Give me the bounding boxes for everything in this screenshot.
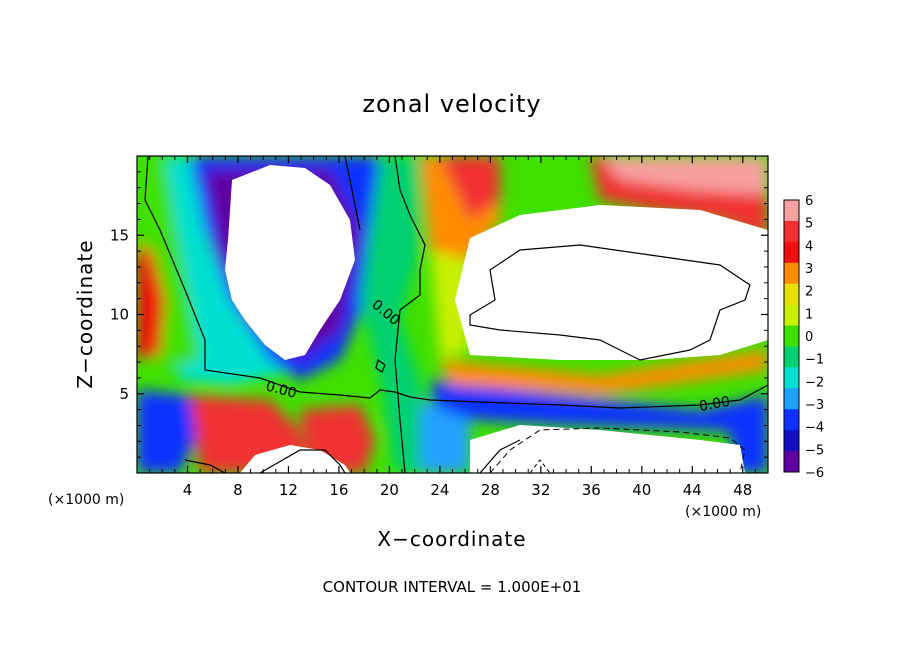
colorbar-label: 2	[805, 285, 813, 300]
x-tick-label: 40	[632, 481, 651, 499]
colorbar-label: 4	[805, 239, 813, 254]
x-axis-label: X−coordinate	[377, 527, 526, 551]
x-tick-label: 48	[733, 481, 752, 499]
y-tick-label: 15	[110, 226, 129, 244]
colorbar-swatch	[784, 430, 799, 452]
x-tick-label: 12	[279, 481, 298, 499]
x-tick-label: 16	[329, 481, 348, 499]
colorbar-label: −3	[805, 398, 824, 413]
x-axis: 4 8 12 16 20 24 28 32 36 40 44 48	[149, 156, 756, 499]
colorbar-swatch	[784, 367, 799, 389]
colorbar-swatch	[784, 388, 799, 410]
colorbar: 6 5 4 3 2 1 0 −1 −2 −3 −4 −5 −6	[783, 194, 824, 481]
x-tick-label: 24	[430, 481, 449, 499]
colorbar-swatch	[784, 325, 799, 347]
x-tick-label: 36	[582, 481, 601, 499]
y-axis-label: Z−coordinate	[73, 239, 97, 388]
colorbar-swatch	[784, 451, 799, 473]
chart-title: zonal velocity	[362, 90, 541, 118]
colorbar-label: 6	[805, 194, 813, 209]
white-region-lower-left	[240, 445, 350, 473]
colorbar-label: 5	[805, 217, 813, 232]
white-region-upper-left	[225, 165, 355, 360]
colorbar-swatch	[784, 262, 799, 285]
white-region-right	[455, 205, 768, 360]
velocity-field	[137, 156, 768, 473]
y-axis: 5 10 15	[110, 171, 768, 458]
x-tick-label: 4	[183, 481, 193, 499]
colorbar-swatch	[784, 304, 799, 327]
x-tick-label: 20	[380, 481, 399, 499]
colorbar-swatch	[784, 346, 799, 368]
colorbar-label: 1	[805, 307, 813, 322]
x-unit-right: (×1000 m)	[685, 504, 761, 520]
colorbar-swatch	[784, 220, 799, 243]
colorbar-frame	[783, 199, 800, 473]
colorbar-label: 3	[805, 262, 813, 277]
x-unit-left: (×1000 m)	[48, 492, 124, 508]
colorbar-swatch	[784, 241, 799, 264]
contour-label-3: 0.00	[698, 394, 731, 415]
x-tick-label: 28	[481, 481, 500, 499]
contour-label-1: 0.00	[264, 378, 298, 402]
colorbar-label: −5	[805, 443, 824, 458]
x-tick-label: 8	[233, 481, 243, 499]
colorbar-swatch	[784, 200, 799, 222]
colorbar-label: −6	[805, 466, 824, 481]
colorbar-label: −2	[805, 375, 824, 390]
colorbar-label: 0	[805, 330, 813, 345]
colorbar-label: −4	[805, 421, 824, 436]
x-tick-label: 32	[531, 481, 550, 499]
x-tick-label: 44	[683, 481, 702, 499]
colorbar-swatch	[784, 409, 799, 431]
colorbar-swatch	[784, 283, 799, 306]
y-tick-label: 5	[119, 385, 129, 403]
contour-interval: CONTOUR INTERVAL = 1.000E+01	[323, 578, 582, 596]
colorbar-label: −1	[805, 353, 824, 368]
y-tick-label: 10	[110, 306, 129, 324]
